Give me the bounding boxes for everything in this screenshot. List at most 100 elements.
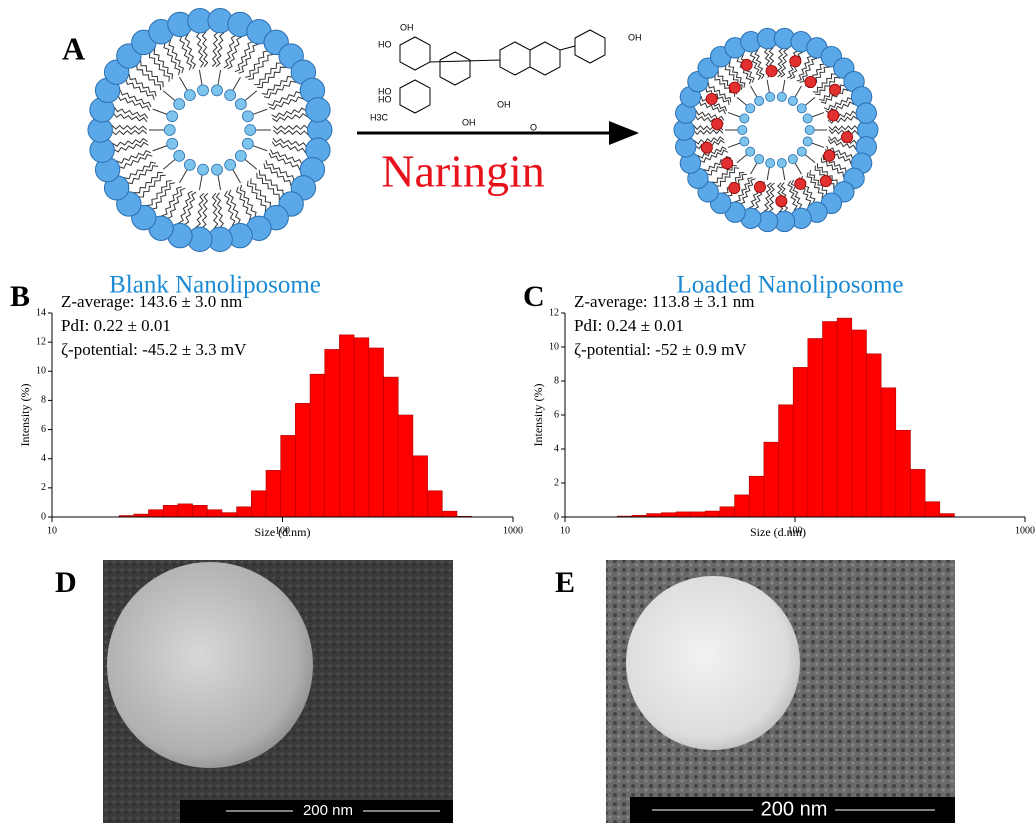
x-axis-label: Size (d.nm) xyxy=(255,525,311,539)
drug-molecule xyxy=(795,178,806,189)
bar xyxy=(148,510,163,517)
y-tick-label: 0 xyxy=(554,511,559,522)
lipid-head xyxy=(797,104,806,113)
panel-label: C xyxy=(523,280,545,313)
lipid-head xyxy=(755,155,764,164)
bar xyxy=(735,495,750,517)
lipid-tail xyxy=(737,154,747,163)
lipid-head xyxy=(174,150,185,161)
lipid-head xyxy=(766,159,775,168)
bar xyxy=(705,511,720,517)
y-tick-label: 10 xyxy=(36,366,46,377)
lipid-tail xyxy=(767,167,769,180)
panel-label: B xyxy=(10,280,30,313)
y-tick-label: 12 xyxy=(36,336,46,347)
lipid-head xyxy=(235,150,246,161)
y-tick-label: 14 xyxy=(36,307,46,318)
structure-label: OH xyxy=(628,32,642,42)
bar xyxy=(764,442,779,517)
lipid-tail xyxy=(783,80,785,93)
lipid-head xyxy=(740,114,749,123)
structure-label: OH xyxy=(462,117,476,127)
bar xyxy=(940,514,955,517)
bar xyxy=(163,505,178,517)
y-tick-label: 6 xyxy=(41,424,46,435)
lipid-head xyxy=(803,137,812,146)
lipid-head xyxy=(212,164,223,175)
x-axis-label: Size (d.nm) xyxy=(750,525,806,539)
bar xyxy=(384,377,399,517)
panel-label: A xyxy=(62,30,85,66)
bar xyxy=(266,470,281,517)
drug-molecule xyxy=(824,150,835,161)
compound-name: Naringin xyxy=(381,146,545,197)
x-tick-label: 10 xyxy=(560,525,570,536)
bar xyxy=(442,511,457,517)
lipid-head xyxy=(788,96,797,105)
lipid-head xyxy=(225,90,236,101)
drug-molecule xyxy=(828,110,839,121)
scale-bar-label: 200 nm xyxy=(761,798,828,820)
y-tick-label: 2 xyxy=(554,477,559,488)
lipid-tail xyxy=(751,86,758,98)
lipid-head xyxy=(805,125,814,134)
bar xyxy=(281,435,296,517)
lipid-head xyxy=(184,159,195,170)
y-tick-label: 4 xyxy=(554,443,559,454)
lipid-head xyxy=(788,155,797,164)
annotation: Z-average: 113.8 ± 3.1 nm xyxy=(574,292,755,311)
drug-molecule xyxy=(776,196,787,207)
bar xyxy=(881,388,896,517)
figure: A Naringin OHHOHOH3CHOOHOHOOH Blank Nano… xyxy=(0,0,1035,823)
lipid-tail xyxy=(218,174,221,190)
lipid-tail xyxy=(232,77,240,91)
lipid-tail xyxy=(811,143,824,148)
drug-molecule xyxy=(712,118,723,129)
lipid-tail xyxy=(180,168,188,182)
vesicle xyxy=(626,576,800,750)
lipid-head xyxy=(803,114,812,123)
lipid-head xyxy=(797,147,806,156)
structure-label: OH xyxy=(497,99,511,109)
bar xyxy=(779,405,794,517)
lipid-head xyxy=(245,125,256,136)
bar xyxy=(896,430,911,517)
lipid-head xyxy=(164,125,175,136)
page: {"panel_a": {"label": "A", "compound": "… xyxy=(0,0,1035,823)
lipid-tail xyxy=(153,109,169,115)
drug-molecule xyxy=(820,176,831,187)
lipid-tail xyxy=(805,97,815,106)
y-tick-label: 4 xyxy=(41,453,46,464)
drug-molecule xyxy=(722,158,733,169)
lipid-tail xyxy=(163,91,176,102)
structure-label: OH xyxy=(400,22,414,32)
bar xyxy=(808,339,823,518)
lipid-head xyxy=(212,85,223,96)
y-tick-label: 8 xyxy=(554,375,559,386)
lipid-head xyxy=(738,125,747,134)
annotation: Z-average: 143.6 ± 3.0 nm xyxy=(61,292,242,311)
bar xyxy=(237,507,252,517)
x-tick-label: 1000 xyxy=(503,525,523,536)
lipid-head xyxy=(746,104,755,113)
structure-label: HO xyxy=(378,39,392,49)
structure-label: H3C xyxy=(370,112,389,122)
lipid-head xyxy=(184,90,195,101)
lipid-tail xyxy=(252,109,268,115)
lipid-tail xyxy=(783,167,785,180)
lipid-head xyxy=(766,92,775,101)
drug-molecule xyxy=(805,76,816,87)
lipid-head xyxy=(856,103,876,123)
annotation: ζ-potential: -52 ± 0.9 mV xyxy=(574,340,747,359)
lipid-tail xyxy=(728,113,741,118)
lipid-tail xyxy=(232,168,240,182)
lipid-tail xyxy=(767,80,769,93)
y-tick-label: 6 xyxy=(554,409,559,420)
bar xyxy=(676,512,691,517)
lipid-tail xyxy=(218,70,221,86)
lipid-head xyxy=(198,85,209,96)
bar xyxy=(193,505,208,517)
lipid-tail xyxy=(244,158,257,169)
lipid-tail xyxy=(795,86,802,98)
